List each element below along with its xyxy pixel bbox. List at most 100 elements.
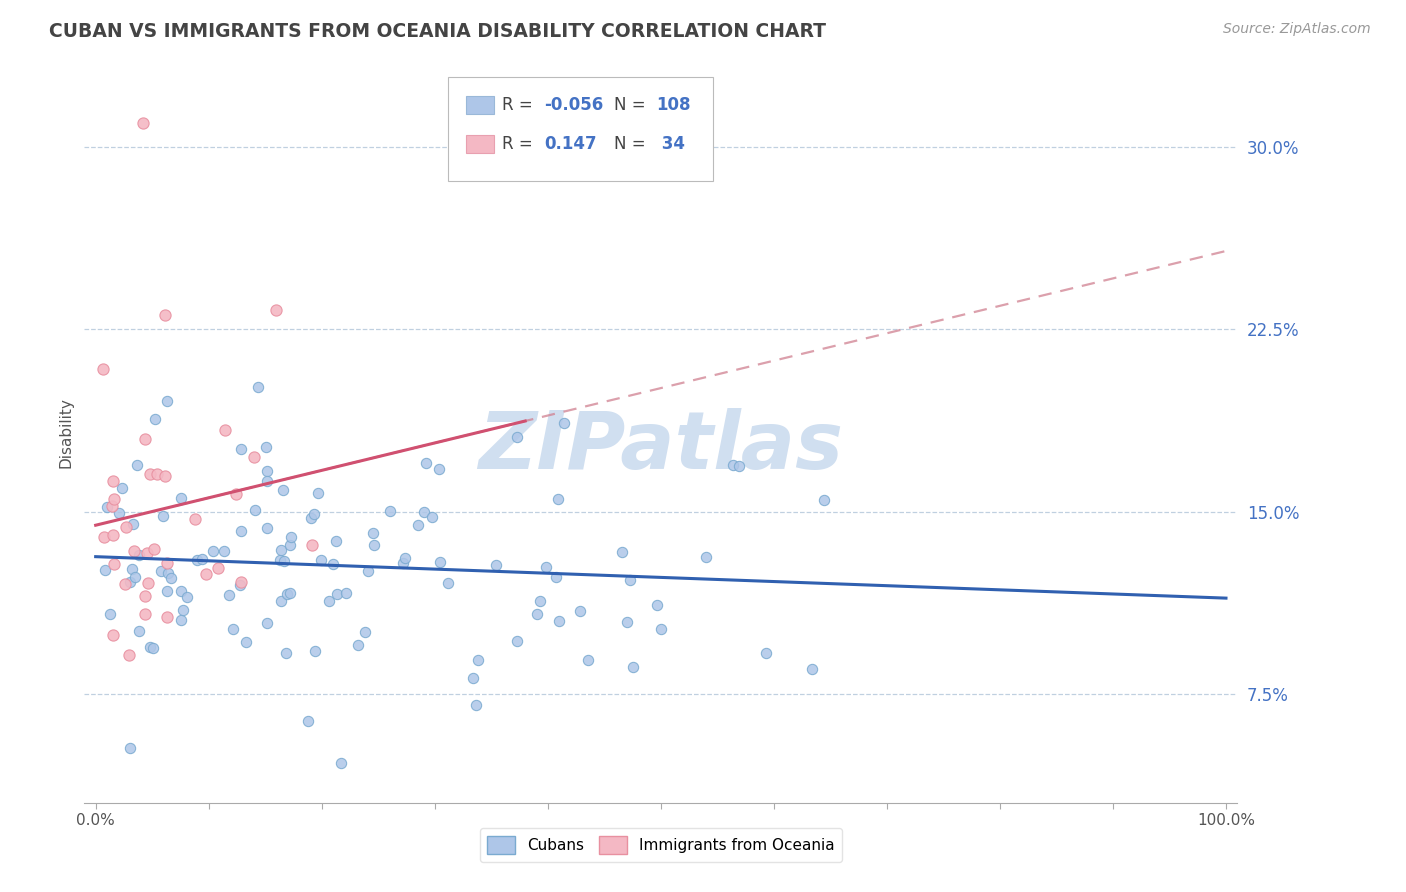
Point — [270, 594, 292, 608]
Point — [195, 567, 218, 582]
Point — [136, 576, 159, 591]
Point — [506, 429, 529, 443]
Point — [394, 551, 416, 566]
Point — [128, 548, 150, 562]
Point — [299, 511, 322, 525]
Point — [309, 552, 332, 566]
Point — [207, 561, 229, 575]
Point — [274, 646, 297, 660]
Point — [576, 652, 599, 666]
Text: R =: R = — [502, 95, 537, 113]
Point — [142, 640, 165, 655]
Point — [347, 638, 370, 652]
Point — [256, 616, 278, 631]
Point — [728, 458, 751, 473]
Point — [136, 546, 159, 560]
Point — [256, 475, 278, 489]
Point — [645, 599, 668, 613]
Point — [278, 585, 301, 599]
Point — [142, 541, 165, 556]
Point — [170, 614, 193, 628]
Point — [302, 507, 325, 521]
Point — [176, 590, 198, 604]
Point — [322, 557, 344, 571]
Text: -0.056: -0.056 — [544, 95, 603, 113]
FancyBboxPatch shape — [447, 78, 713, 181]
Point — [114, 577, 136, 591]
Point — [170, 491, 193, 505]
Point — [304, 644, 326, 658]
Point — [529, 594, 551, 608]
Point — [436, 576, 458, 591]
Point — [115, 520, 138, 534]
Point — [103, 491, 125, 506]
FancyBboxPatch shape — [465, 135, 494, 153]
Point — [619, 574, 641, 588]
Point — [156, 556, 179, 570]
Text: CUBAN VS IMMIGRANTS FROM OCEANIA DISABILITY CORRELATION CHART: CUBAN VS IMMIGRANTS FROM OCEANIA DISABIL… — [49, 22, 827, 41]
Point — [103, 558, 125, 572]
Point — [153, 309, 176, 323]
Point — [800, 662, 823, 676]
Point — [568, 604, 591, 618]
Point — [269, 553, 291, 567]
Point — [100, 607, 122, 622]
Point — [108, 506, 131, 520]
Point — [212, 543, 235, 558]
Point — [243, 502, 266, 516]
Point — [100, 500, 122, 514]
Point — [101, 528, 124, 542]
Point — [361, 526, 384, 541]
Point — [465, 698, 488, 712]
Point — [427, 462, 450, 476]
Text: ZIPatlas: ZIPatlas — [478, 409, 844, 486]
Point — [526, 607, 548, 622]
Point — [548, 615, 571, 629]
Text: 34: 34 — [657, 135, 685, 153]
Point — [247, 380, 270, 394]
Point — [94, 563, 117, 577]
Point — [172, 603, 194, 617]
Point — [184, 512, 207, 526]
Point — [122, 517, 145, 532]
Point — [326, 587, 349, 601]
Point — [191, 552, 214, 566]
Point — [202, 544, 225, 558]
Text: Source: ZipAtlas.com: Source: ZipAtlas.com — [1223, 22, 1371, 37]
Point — [156, 609, 179, 624]
Point — [406, 518, 429, 533]
Point — [225, 487, 247, 501]
Point — [186, 553, 208, 567]
Point — [307, 485, 329, 500]
Point — [122, 543, 145, 558]
Point — [335, 586, 357, 600]
Point — [128, 624, 150, 638]
Text: R =: R = — [502, 135, 543, 153]
Point — [415, 456, 437, 470]
Point — [813, 492, 835, 507]
Point — [117, 648, 139, 663]
Point — [254, 440, 277, 454]
Point — [612, 545, 634, 559]
Text: N =: N = — [613, 135, 651, 153]
Point — [152, 508, 174, 523]
Point — [243, 450, 266, 464]
Point — [235, 635, 257, 649]
Point — [139, 467, 162, 481]
Point — [91, 361, 114, 376]
Text: 0.147: 0.147 — [544, 135, 598, 153]
Point — [721, 458, 744, 472]
Point — [270, 543, 292, 558]
Point — [121, 562, 143, 576]
Point — [143, 412, 166, 426]
Point — [546, 570, 568, 584]
Point — [159, 571, 181, 585]
Point — [484, 558, 506, 572]
Point — [120, 575, 142, 590]
Point — [156, 394, 179, 409]
Text: N =: N = — [613, 95, 651, 113]
Point — [755, 646, 778, 660]
Point — [357, 564, 380, 578]
Point — [124, 570, 146, 584]
Point — [297, 714, 319, 728]
